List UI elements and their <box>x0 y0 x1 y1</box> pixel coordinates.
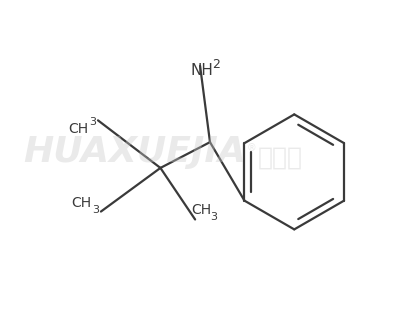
Text: 化学加: 化学加 <box>257 146 303 170</box>
Text: 2: 2 <box>212 58 220 71</box>
Text: HUAXUEJIA: HUAXUEJIA <box>24 135 247 169</box>
Text: CH: CH <box>68 122 88 136</box>
Text: CH: CH <box>71 196 91 210</box>
Text: ®: ® <box>247 143 256 153</box>
Text: NH: NH <box>190 63 213 78</box>
Text: 3: 3 <box>92 204 99 214</box>
Text: 3: 3 <box>210 212 217 222</box>
Text: 3: 3 <box>89 117 96 127</box>
Text: CH: CH <box>191 204 211 218</box>
